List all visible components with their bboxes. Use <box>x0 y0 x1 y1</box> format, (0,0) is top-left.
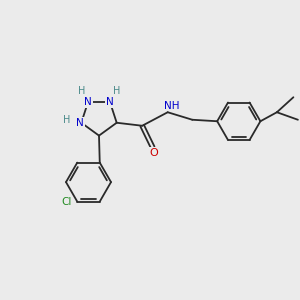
Text: H: H <box>78 86 85 97</box>
Text: H: H <box>63 115 70 125</box>
Text: Cl: Cl <box>61 196 72 207</box>
Text: H: H <box>113 86 120 97</box>
Text: N: N <box>106 97 114 107</box>
Text: NH: NH <box>164 100 179 111</box>
Text: O: O <box>150 148 159 158</box>
Text: N: N <box>84 97 92 107</box>
Text: N: N <box>76 118 84 128</box>
